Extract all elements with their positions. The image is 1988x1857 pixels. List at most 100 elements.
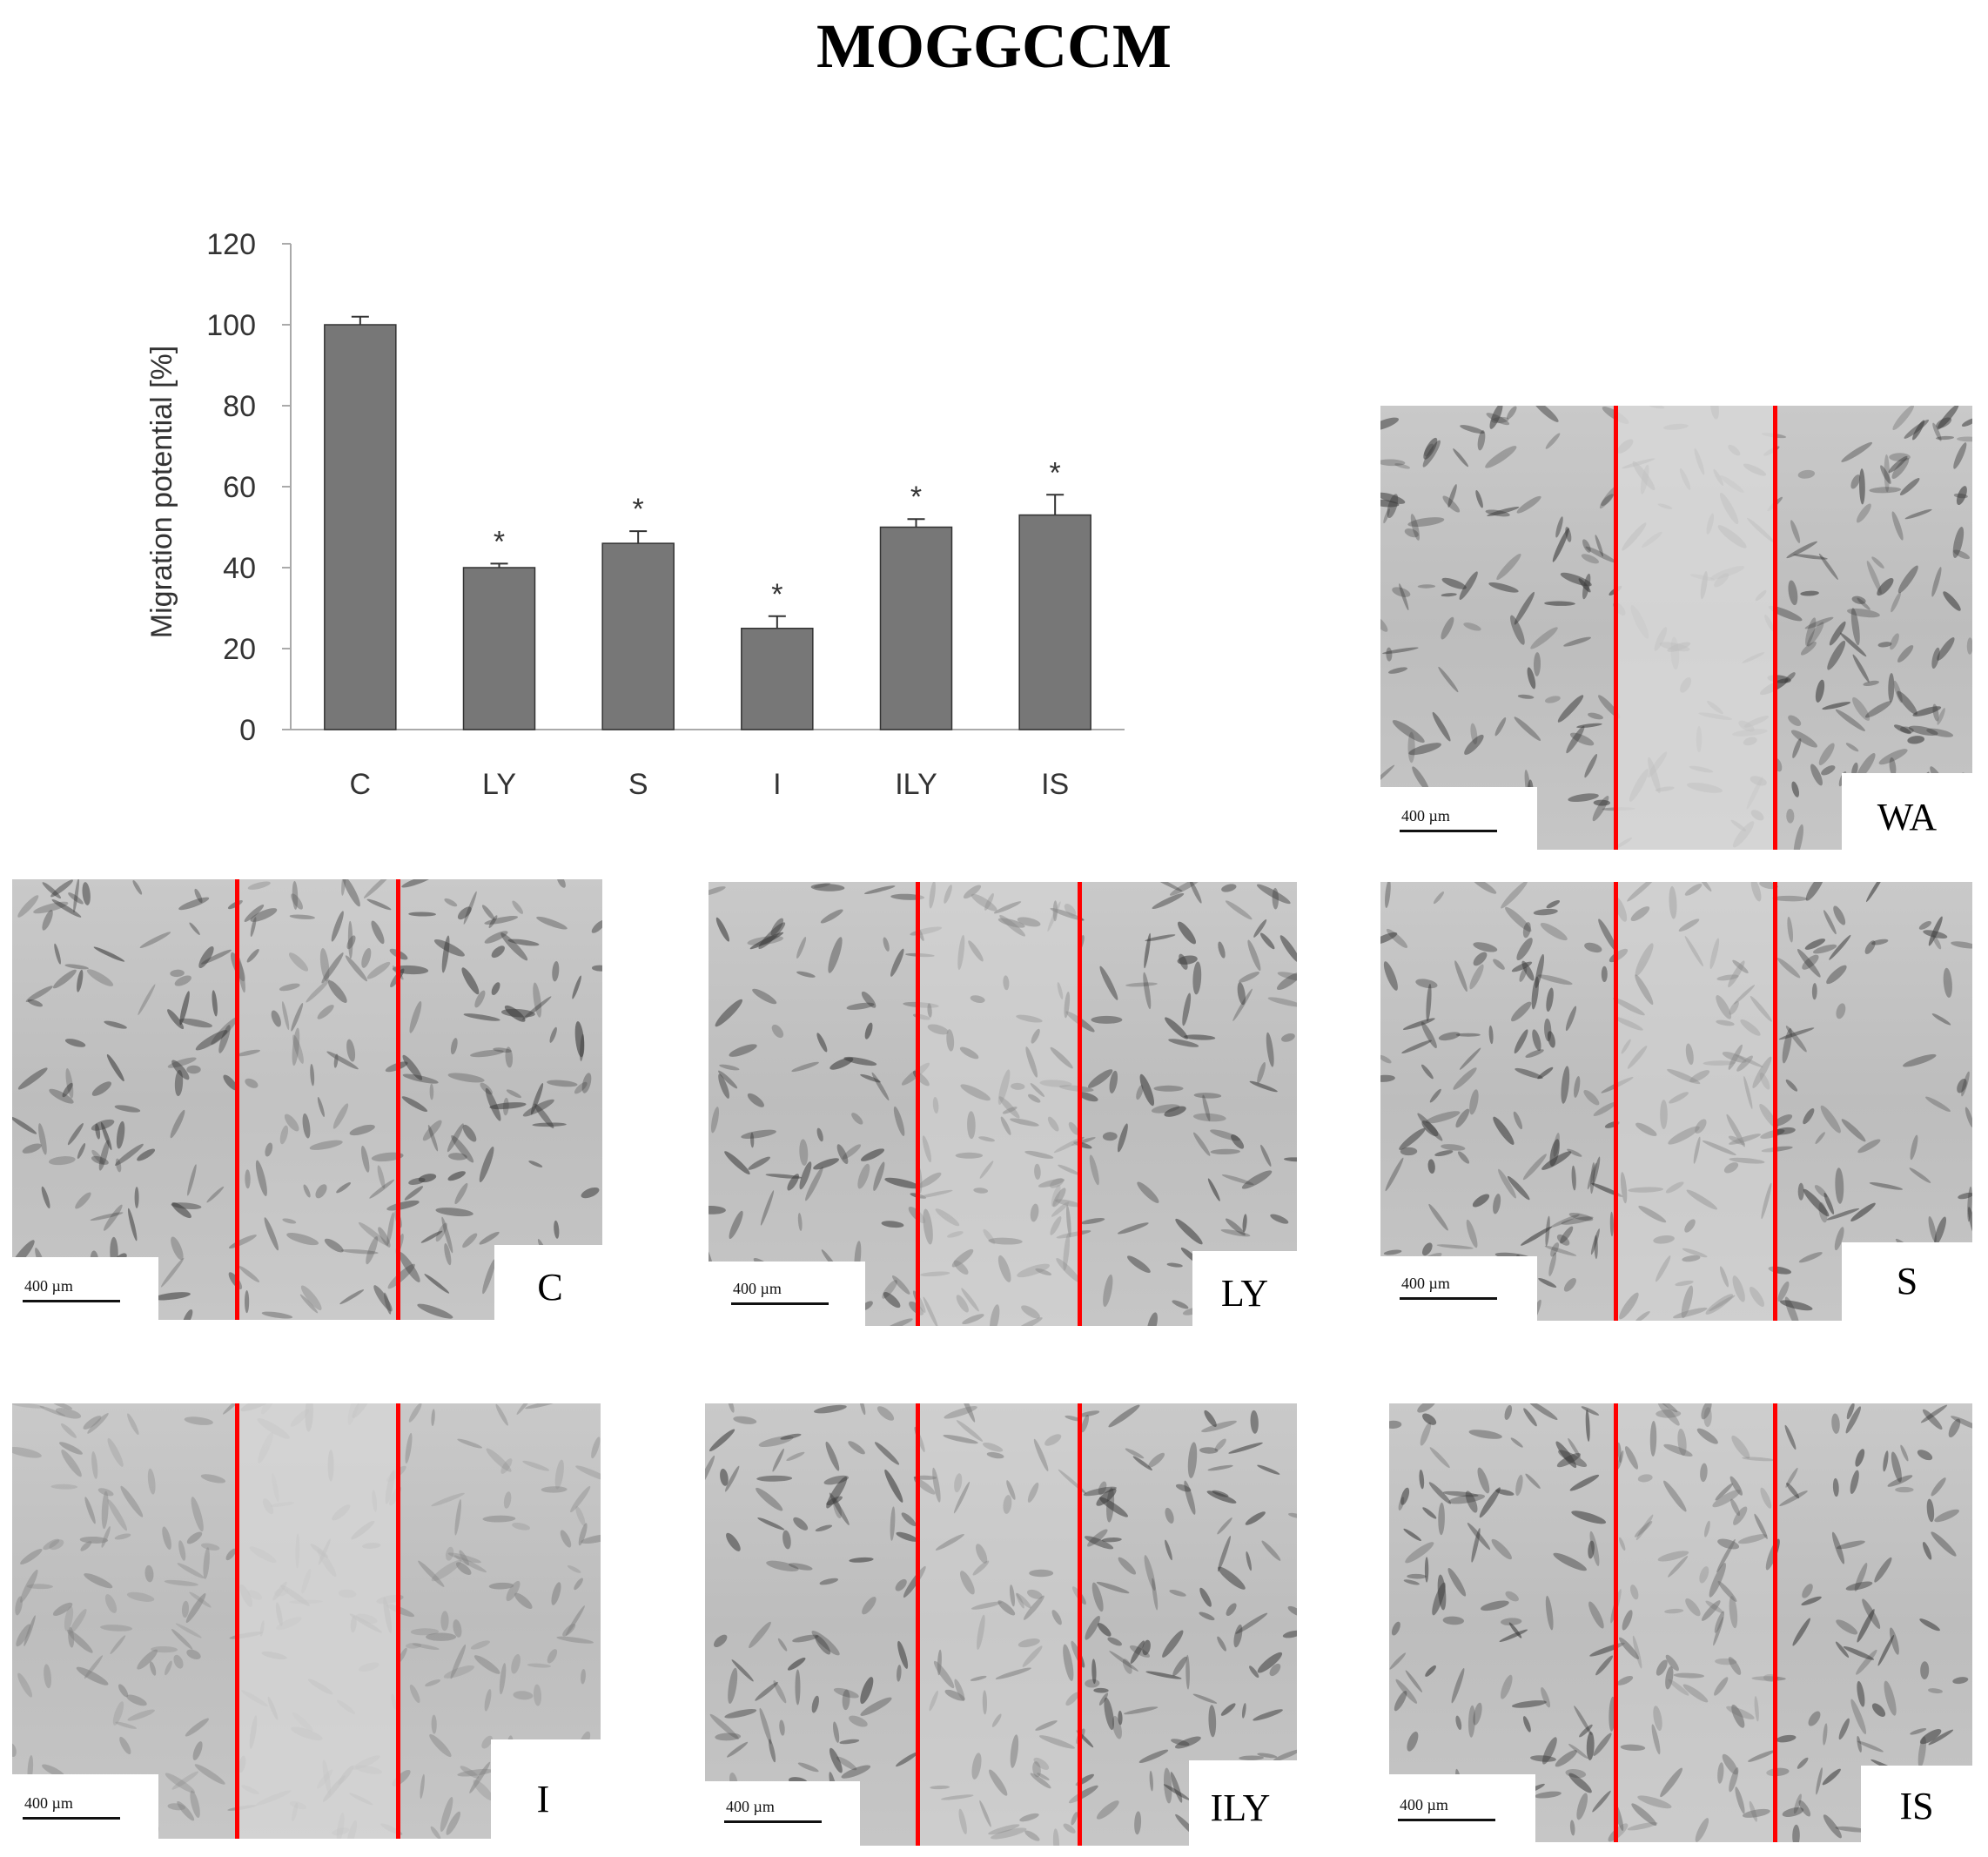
cell [826,1477,848,1509]
cell [1091,1015,1123,1024]
cell [1731,1435,1750,1459]
cell [1601,494,1614,507]
cell [1266,1032,1274,1067]
cell [1549,1139,1560,1167]
cell [893,1106,905,1136]
cell [1085,1536,1114,1550]
cell [101,1490,109,1530]
cell [1259,932,1275,950]
cell [1717,1580,1737,1602]
cell [1852,696,1870,721]
cell [1889,1627,1899,1655]
cell [1385,882,1391,909]
cell [1811,983,1817,1000]
cell [1473,942,1498,952]
cell [1516,495,1541,514]
cell [1199,1587,1212,1607]
cell [1288,1512,1297,1519]
cell [1869,487,1902,494]
cell [1202,1094,1211,1121]
cell [1221,884,1237,892]
cell [67,1122,84,1146]
cell [718,1070,738,1089]
cell [805,1167,823,1201]
cell [1149,882,1183,892]
cell [1782,1807,1804,1817]
wound-edge-right [1773,406,1777,850]
cell [1571,1510,1607,1524]
cell [87,1413,109,1434]
cell [386,1212,394,1245]
cell [1132,1456,1152,1470]
cell [724,1151,750,1175]
cell [772,1448,784,1472]
wound-gap [1615,406,1777,850]
cell [1714,1677,1729,1696]
cell [65,1068,74,1099]
cell [1171,1739,1190,1746]
cell [710,1107,720,1134]
cell [777,1638,788,1652]
cell [1162,1630,1184,1658]
cell [1891,511,1904,541]
cell [1655,1403,1678,1413]
cell [447,1552,481,1564]
cell [572,975,581,999]
cell [191,1497,204,1532]
cell [1957,1078,1967,1093]
cell [360,1146,370,1173]
cell [1786,1483,1800,1499]
cell [1912,420,1925,441]
cell [1507,1175,1530,1201]
cell [1953,549,1971,560]
cell [1897,690,1917,716]
cell [1282,1630,1297,1638]
cell [450,1038,458,1055]
cell [1943,591,1961,611]
cell [1845,1581,1873,1591]
cell [50,879,73,898]
cell [1422,1507,1437,1519]
cell [100,1121,112,1151]
cell [1593,799,1610,806]
cell [1776,1734,1797,1743]
cell [1400,1487,1410,1505]
cell [491,945,505,959]
cell [1856,503,1871,523]
cell [340,1248,379,1255]
cell [1221,1174,1254,1186]
cell [443,1665,475,1679]
cell [714,1634,728,1647]
cell [164,1579,198,1586]
scale-bar [23,1300,120,1302]
cell [944,1689,965,1701]
cell [1555,1750,1577,1767]
cell [170,969,185,978]
cell [1717,1538,1740,1550]
scale-bar-label: 400 µm [726,1798,775,1815]
cell [766,1560,799,1571]
cell [16,1624,31,1647]
cell [1731,1705,1745,1728]
cell [1428,1203,1448,1231]
cell [1217,1517,1232,1535]
cell [953,1481,970,1514]
cell [1563,636,1591,647]
cell [1576,723,1602,729]
cell [462,1233,478,1248]
cell [1096,1488,1117,1506]
cell [1760,1487,1772,1509]
panel-label: S [1896,1260,1918,1302]
cell [1112,1715,1122,1739]
cell [1408,743,1441,756]
cell [457,1438,483,1449]
cell [473,1655,500,1674]
cell [1869,1182,1904,1190]
cell [1544,1018,1552,1042]
cell [1836,1540,1865,1550]
cell [1493,959,1505,970]
cell [1832,1477,1839,1497]
cell [1528,1403,1558,1421]
cell [186,1531,203,1544]
cell [1027,1589,1043,1599]
